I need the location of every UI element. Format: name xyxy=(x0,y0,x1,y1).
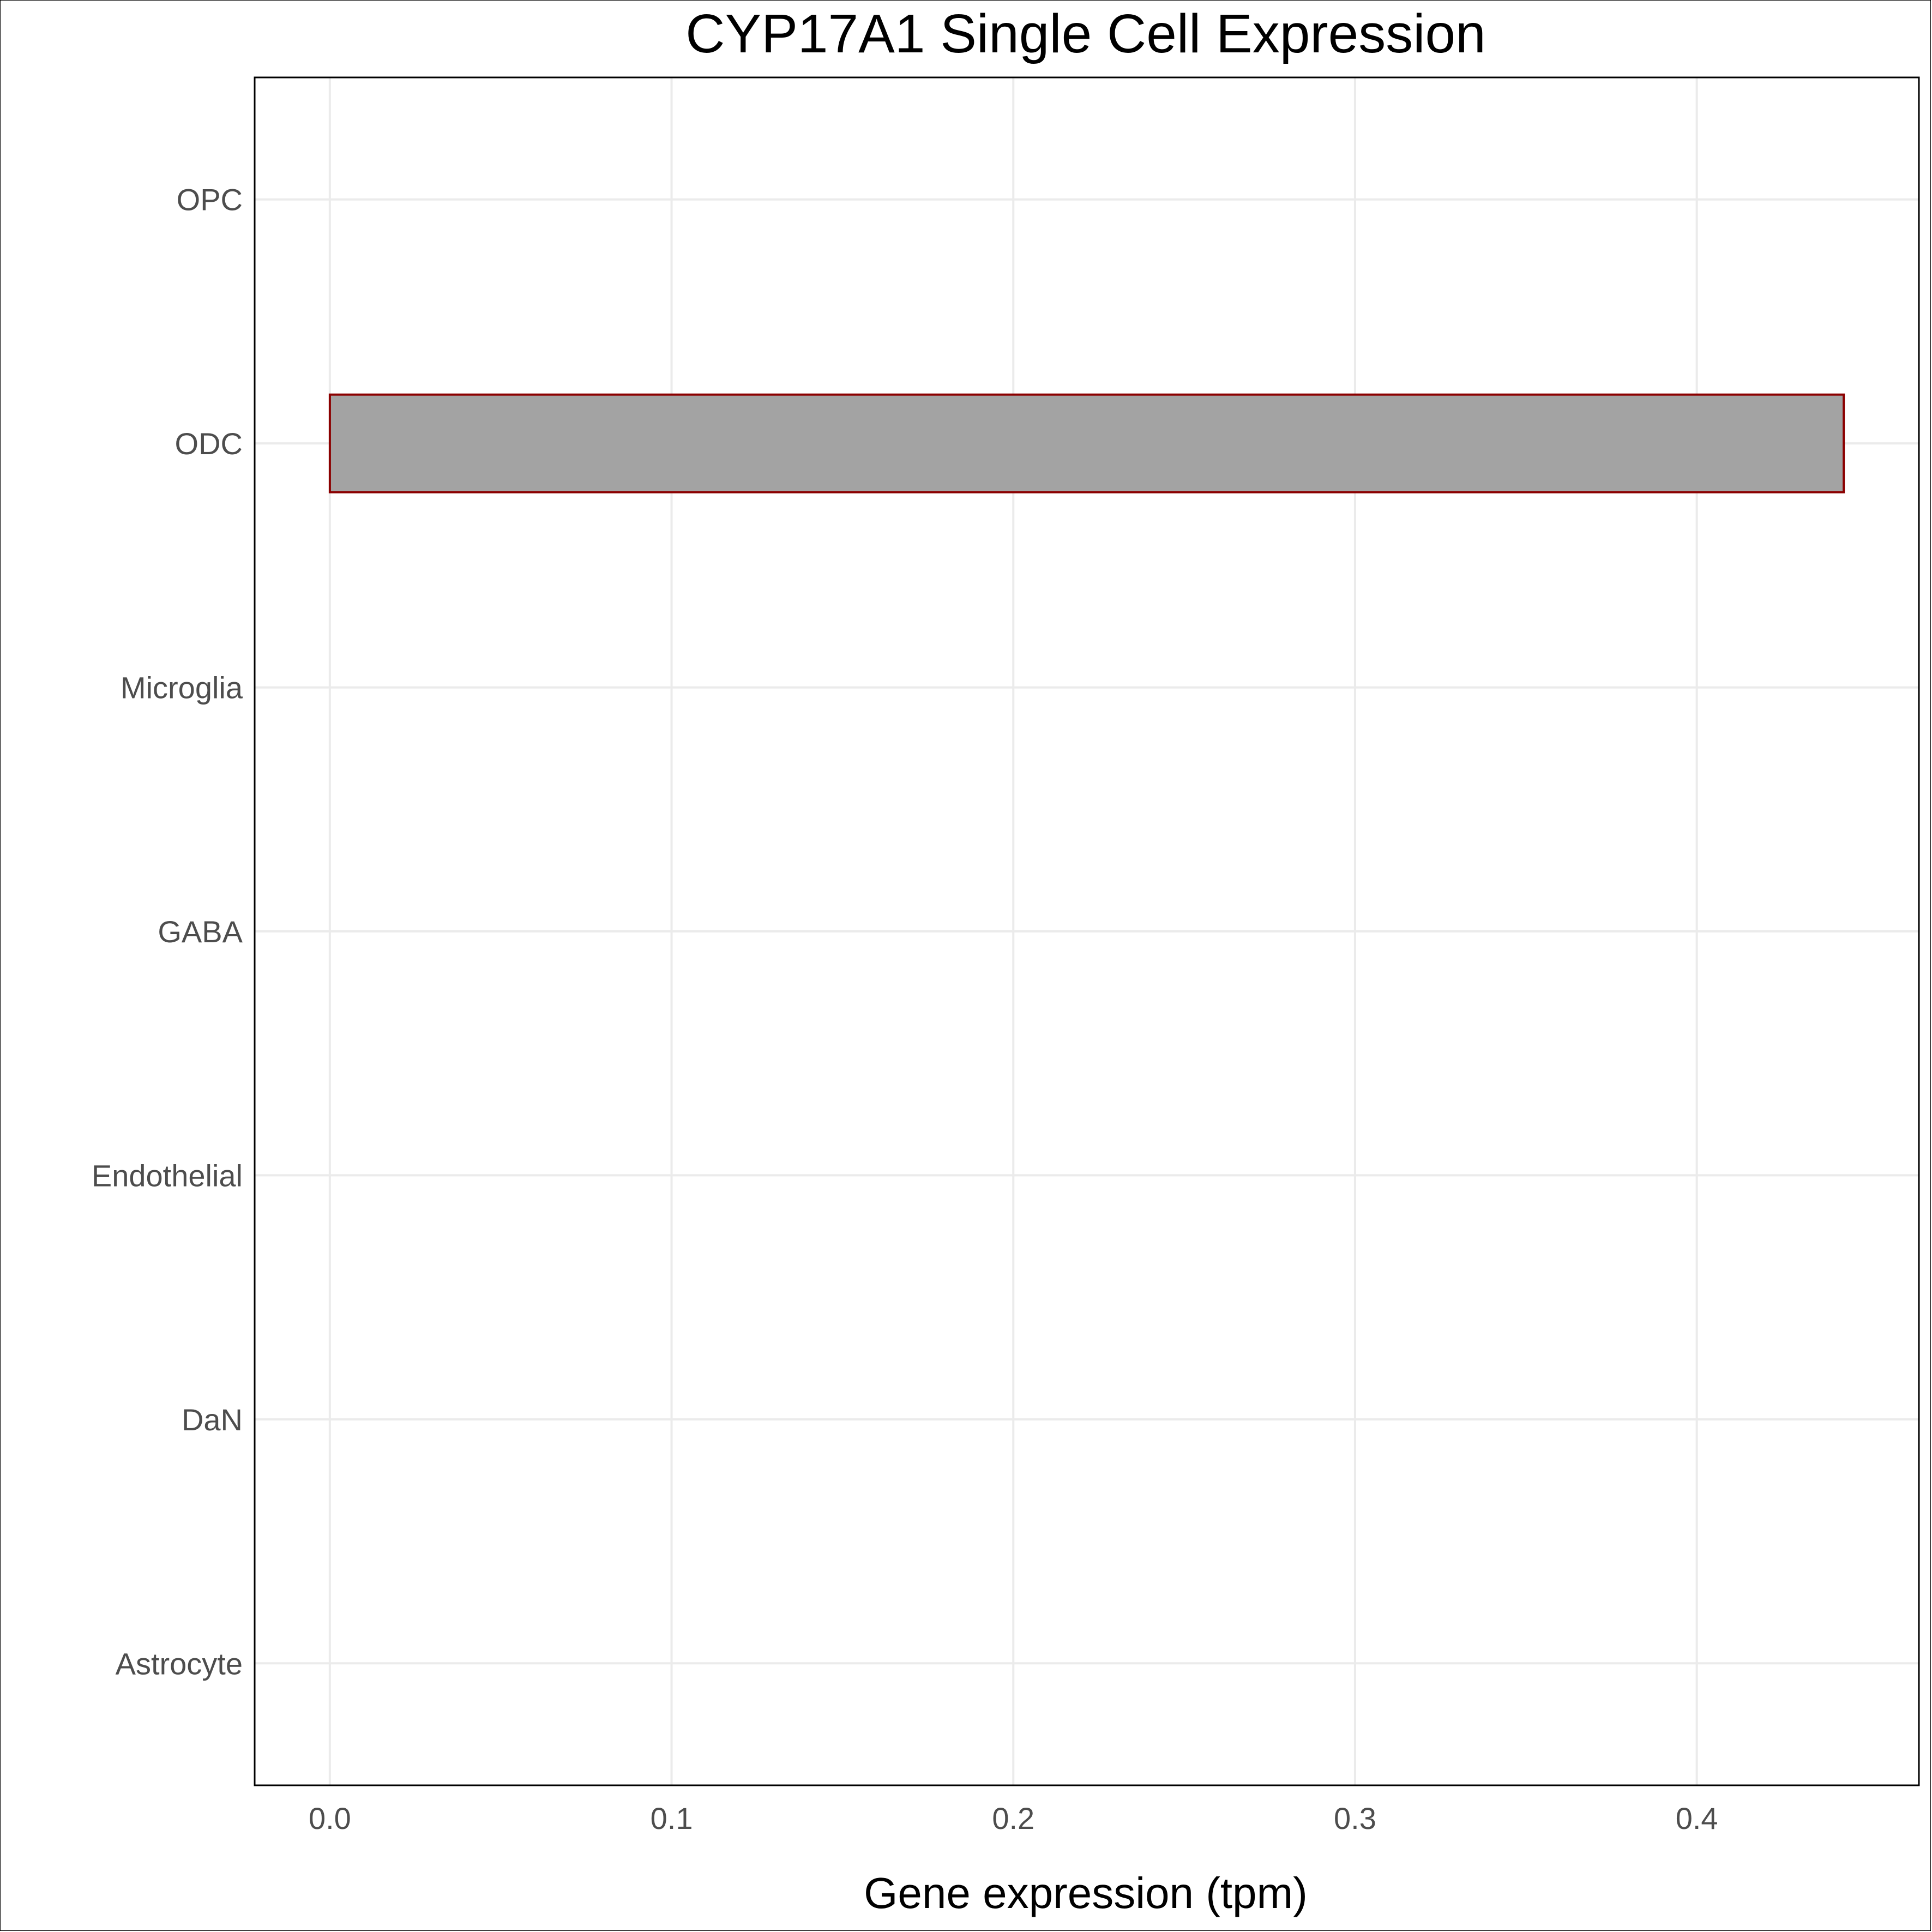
bar-layer xyxy=(328,393,1845,493)
chart-title: CYP17A1 Single Cell Expression xyxy=(685,3,1485,64)
y-tick-label: Microglia xyxy=(121,671,243,705)
x-tick-labels: 0.0 0.1 0.2 0.3 0.4 xyxy=(309,1801,1718,1835)
y-tick-label: Astrocyte xyxy=(116,1646,243,1681)
x-tick-label: 0.0 xyxy=(309,1801,351,1835)
x-tick-label: 0.1 xyxy=(651,1801,693,1835)
plot-panel-border xyxy=(254,76,1920,1786)
y-tick-labels: Astrocyte DaN Endothelial GABA Microglia ODC O… xyxy=(92,183,243,1681)
x-tick-label: 0.4 xyxy=(1676,1801,1718,1835)
grid-layer xyxy=(255,77,1919,1785)
y-tick-label: Endothelial xyxy=(92,1158,243,1193)
bar-odc xyxy=(328,393,1845,493)
y-tick-label: DaN xyxy=(182,1403,243,1437)
x-tick-label: 0.2 xyxy=(992,1801,1034,1835)
x-axis-title: Gene expression (tpm) xyxy=(864,1869,1308,1917)
x-tick-label: 0.3 xyxy=(1334,1801,1376,1835)
y-tick-label: OPC xyxy=(177,183,243,217)
y-tick-label: ODC xyxy=(175,426,243,461)
y-tick-label: GABA xyxy=(158,914,243,949)
